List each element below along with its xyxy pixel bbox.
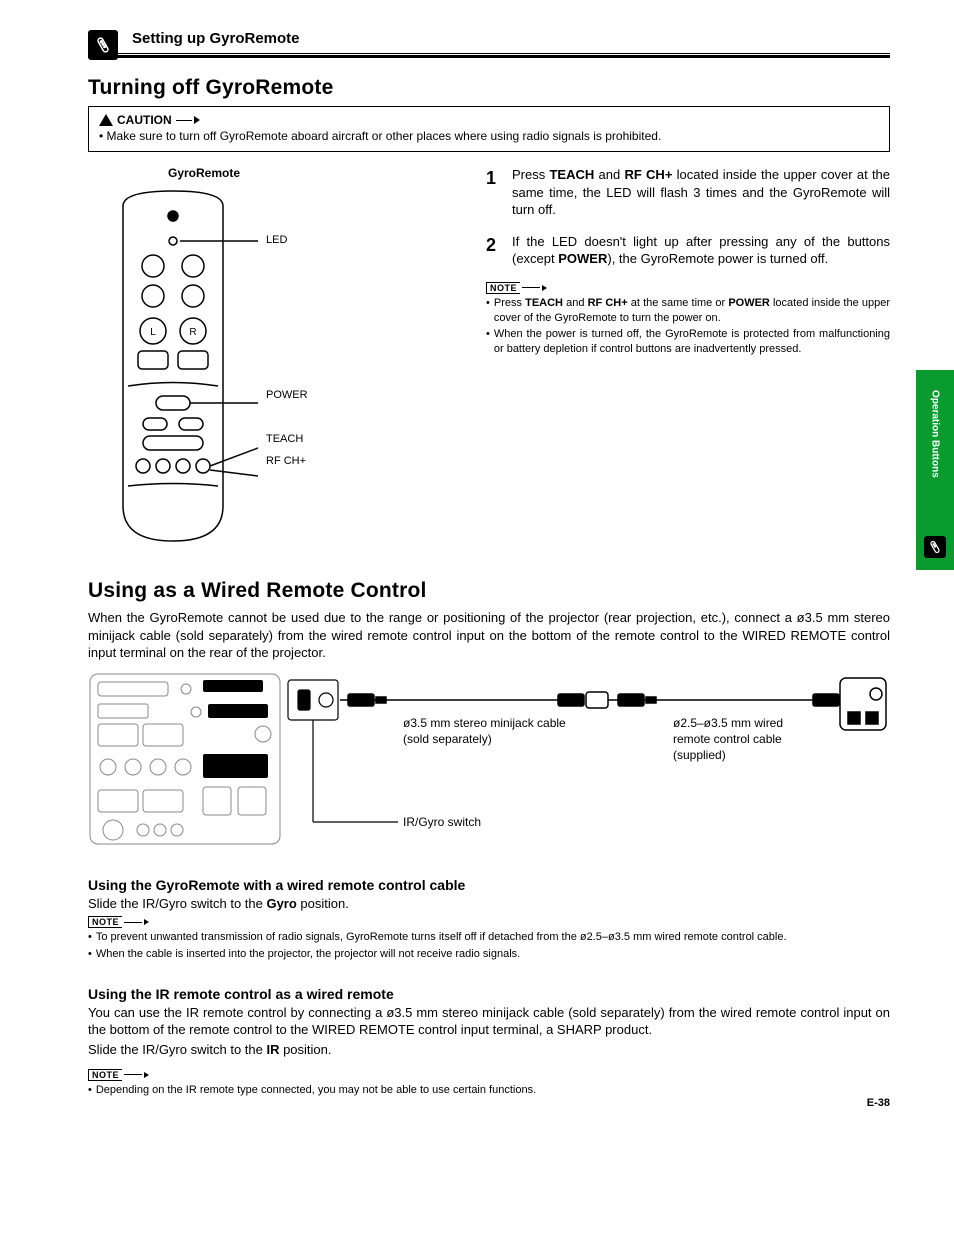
- note-item: Depending on the IR remote type connecte…: [88, 1083, 890, 1098]
- diagram-cable2-label: ø2.5–ø3.5 mm wiredremote control cable(s…: [673, 716, 783, 762]
- caution-header: CAUTION: [99, 113, 879, 127]
- wiring-diagram: ø3.5 mm stereo minijack cable(sold separ…: [88, 672, 890, 857]
- side-section-tab: Operation Buttons: [916, 370, 954, 570]
- callout-rfch: RF CH+: [266, 455, 308, 467]
- note-item: Press TEACH and RF CH+ at the same time …: [486, 296, 890, 326]
- callout-led: LED: [266, 234, 308, 246]
- caution-label: CAUTION: [117, 113, 172, 127]
- svg-text:L: L: [150, 327, 156, 338]
- page-number: E-38: [867, 1097, 890, 1109]
- remote-diagram-column: GyroRemote: [88, 166, 458, 551]
- sub1-heading: Using the GyroRemote with a wired remote…: [88, 877, 890, 893]
- section2-intro: When the GyroRemote cannot be used due t…: [88, 609, 890, 662]
- caution-arrow-icon: [176, 116, 200, 124]
- gyroremote-diagram: L R: [88, 186, 258, 551]
- step-1: 1 Press TEACH and RF CH+ located inside …: [486, 166, 890, 219]
- section1-heading: Turning off GyroRemote: [88, 76, 890, 100]
- thick-rule: [88, 55, 890, 58]
- remote-icon: [88, 30, 118, 60]
- page-breadcrumb: Setting up GyroRemote: [132, 30, 890, 51]
- sub1-text: Slide the IR/Gyro switch to the Gyro pos…: [88, 895, 890, 913]
- step-2: 2 If the LED doesn't light up after pres…: [486, 233, 890, 268]
- sub2-line2: Slide the IR/Gyro switch to the IR posit…: [88, 1041, 890, 1059]
- caution-text: • Make sure to turn off GyroRemote aboar…: [99, 129, 879, 143]
- sub2-text: You can use the IR remote control by con…: [88, 1004, 890, 1039]
- svg-text:R: R: [189, 327, 196, 338]
- sub2-heading: Using the IR remote control as a wired r…: [88, 986, 890, 1002]
- note-header: NOTE: [88, 916, 890, 928]
- diagram-cable1-label: ø3.5 mm stereo minijack cable(sold separ…: [403, 716, 566, 746]
- note-header: NOTE: [486, 282, 890, 294]
- diagram-switch-label: IR/Gyro switch: [403, 815, 481, 829]
- remote-icon: [924, 536, 946, 558]
- callout-teach: TEACH: [266, 433, 308, 445]
- caution-box: CAUTION • Make sure to turn off GyroRemo…: [88, 106, 890, 152]
- remote-diagram-title: GyroRemote: [168, 166, 458, 180]
- steps-column: 1 Press TEACH and RF CH+ located inside …: [486, 166, 890, 551]
- note-item: When the cable is inserted into the proj…: [88, 947, 890, 962]
- callout-power: POWER: [266, 389, 308, 401]
- side-tab-label: Operation Buttons: [930, 390, 941, 478]
- section2-heading: Using as a Wired Remote Control: [88, 579, 890, 603]
- thin-rule: [88, 53, 890, 54]
- warning-icon: [99, 114, 113, 126]
- note-item: When the power is turned off, the GyroRe…: [486, 327, 890, 357]
- note-item: To prevent unwanted transmission of radi…: [88, 930, 890, 945]
- note-header: NOTE: [88, 1069, 890, 1081]
